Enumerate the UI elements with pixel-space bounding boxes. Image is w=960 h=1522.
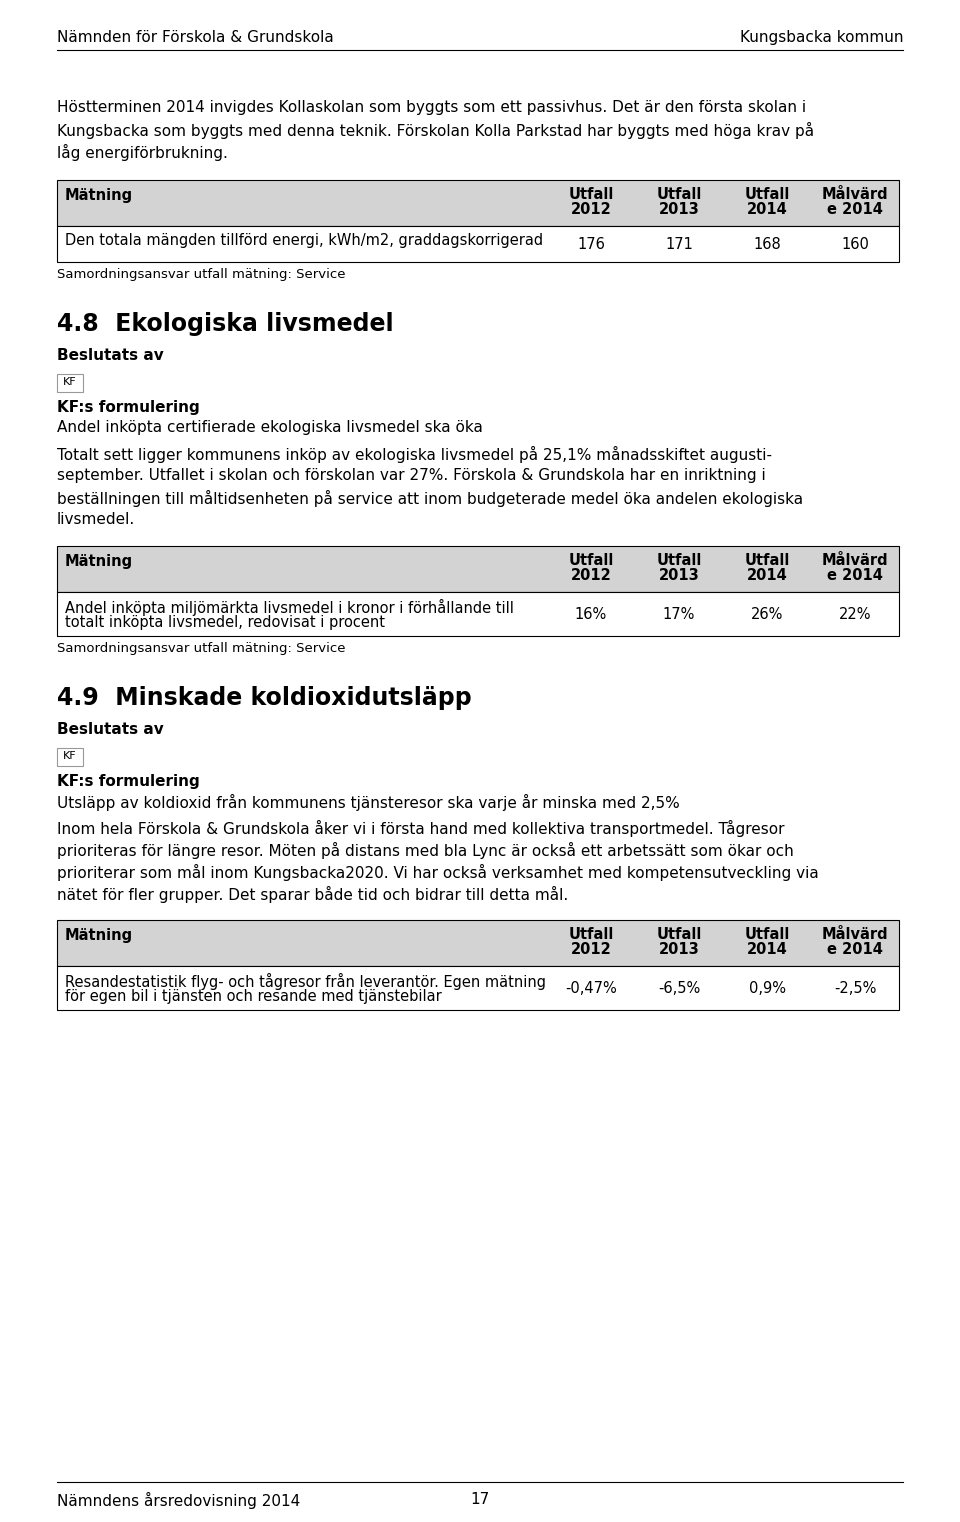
Text: KF: KF [63,750,77,761]
Text: Beslutats av: Beslutats av [57,349,164,364]
Text: totalt inköpta livsmedel, redovisat i procent: totalt inköpta livsmedel, redovisat i pr… [65,615,385,630]
Text: e 2014: e 2014 [828,202,883,218]
Text: Mätning: Mätning [65,189,133,202]
Text: 16%: 16% [575,607,607,622]
Text: nätet för fler grupper. Det sparar både tid och bidrar till detta mål.: nätet för fler grupper. Det sparar både … [57,886,568,903]
Text: Utfall: Utfall [657,552,702,568]
Text: e 2014: e 2014 [828,568,883,583]
Text: 2012: 2012 [570,568,612,583]
Text: Beslutats av: Beslutats av [57,721,164,737]
Bar [57,546,899,592]
Text: Målvärd: Målvärd [822,552,888,568]
Text: prioriteras för längre resor. Möten på distans med bla Lync är också ett arbetss: prioriteras för längre resor. Möten på d… [57,842,794,858]
Text: 168: 168 [754,237,780,253]
Text: Utfall: Utfall [657,927,702,942]
Text: 176: 176 [577,237,605,253]
Text: Utfall: Utfall [568,187,613,202]
Text: Utsläpp av koldioxid från kommunens tjänsteresor ska varje år minska med 2,5%: Utsläpp av koldioxid från kommunens tjän… [57,794,680,811]
Text: 2013: 2013 [659,568,700,583]
Text: e 2014: e 2014 [828,942,883,957]
Text: Kungsbacka som byggts med denna teknik. Förskolan Kolla Parkstad har byggts med : Kungsbacka som byggts med denna teknik. … [57,122,814,139]
Text: Resandestatistik flyg- och tågresor från leverantör. Egen mätning: Resandestatistik flyg- och tågresor från… [65,973,546,989]
Text: 2013: 2013 [659,202,700,218]
Text: KF: KF [63,377,77,387]
Text: 2014: 2014 [747,942,787,957]
Text: Höstterminen 2014 invigdes Kollaskolan som byggts som ett passivhus. Det är den : Höstterminen 2014 invigdes Kollaskolan s… [57,100,806,116]
Text: Målvärd: Målvärd [822,927,888,942]
Text: -6,5%: -6,5% [658,982,700,995]
Text: 22%: 22% [839,607,872,622]
Text: Utfall: Utfall [744,187,790,202]
Text: 2013: 2013 [659,942,700,957]
Text: 2012: 2012 [570,942,612,957]
Text: Utfall: Utfall [657,187,702,202]
Text: 17%: 17% [662,607,695,622]
Text: Mätning: Mätning [65,928,133,944]
Text: livsmedel.: livsmedel. [57,511,135,527]
Text: Målvärd: Målvärd [822,187,888,202]
Text: Utfall: Utfall [744,927,790,942]
Bar [57,592,899,636]
Text: september. Utfallet i skolan och förskolan var 27%. Förskola & Grundskola har en: september. Utfallet i skolan och förskol… [57,467,766,482]
Text: Andel inköpta certifierade ekologiska livsmedel ska öka: Andel inköpta certifierade ekologiska li… [57,420,483,435]
Bar [57,225,899,262]
Bar [57,919,899,966]
Bar [57,374,83,393]
Text: Nämnden för Förskola & Grundskola: Nämnden för Förskola & Grundskola [57,30,334,46]
Text: 17: 17 [470,1492,490,1507]
Bar [57,747,83,766]
Text: Inom hela Förskola & Grundskola åker vi i första hand med kollektiva transportme: Inom hela Förskola & Grundskola åker vi … [57,820,784,837]
Text: 171: 171 [665,237,693,253]
Text: Utfall: Utfall [568,552,613,568]
Text: KF:s formulering: KF:s formulering [57,400,200,416]
Text: Nämndens årsredovisning 2014: Nämndens årsredovisning 2014 [57,1492,300,1508]
Text: KF:s formulering: KF:s formulering [57,775,200,788]
Text: -0,47%: -0,47% [565,982,617,995]
Text: för egen bil i tjänsten och resande med tjänstebilar: för egen bil i tjänsten och resande med … [65,989,442,1005]
Text: Utfall: Utfall [744,552,790,568]
Text: Samordningsansvar utfall mätning: Service: Samordningsansvar utfall mätning: Servic… [57,268,346,282]
Text: Totalt sett ligger kommunens inköp av ekologiska livsmedel på 25,1% månadsskifte: Totalt sett ligger kommunens inköp av ek… [57,446,772,463]
Bar [57,180,899,225]
Text: Mätning: Mätning [65,554,133,569]
Text: 4.8  Ekologiska livsmedel: 4.8 Ekologiska livsmedel [57,312,394,336]
Text: 2014: 2014 [747,202,787,218]
Text: Samordningsansvar utfall mätning: Service: Samordningsansvar utfall mätning: Servic… [57,642,346,654]
Text: Den totala mängden tillförd energi, kWh/m2, graddagskorrigerad: Den totala mängden tillförd energi, kWh/… [65,233,543,248]
Text: Utfall: Utfall [568,927,613,942]
Text: prioriterar som mål inom Kungsbacka2020. Vi har också verksamhet med kompetensut: prioriterar som mål inom Kungsbacka2020.… [57,864,819,881]
Text: 26%: 26% [751,607,783,622]
Text: Kungsbacka kommun: Kungsbacka kommun [739,30,903,46]
Text: 4.9  Minskade koldioxidutsläpp: 4.9 Minskade koldioxidutsläpp [57,686,471,709]
Text: Andel inköpta miljömärkta livsmedel i kronor i förhållande till: Andel inköpta miljömärkta livsmedel i kr… [65,600,514,616]
Text: 0,9%: 0,9% [749,982,785,995]
Text: 160: 160 [841,237,869,253]
Text: 2012: 2012 [570,202,612,218]
Text: -2,5%: -2,5% [834,982,876,995]
Bar [57,966,899,1011]
Text: låg energiförbrukning.: låg energiförbrukning. [57,145,228,161]
Text: beställningen till måltidsenheten på service att inom budgeterade medel öka ande: beställningen till måltidsenheten på ser… [57,490,804,507]
Text: 2014: 2014 [747,568,787,583]
